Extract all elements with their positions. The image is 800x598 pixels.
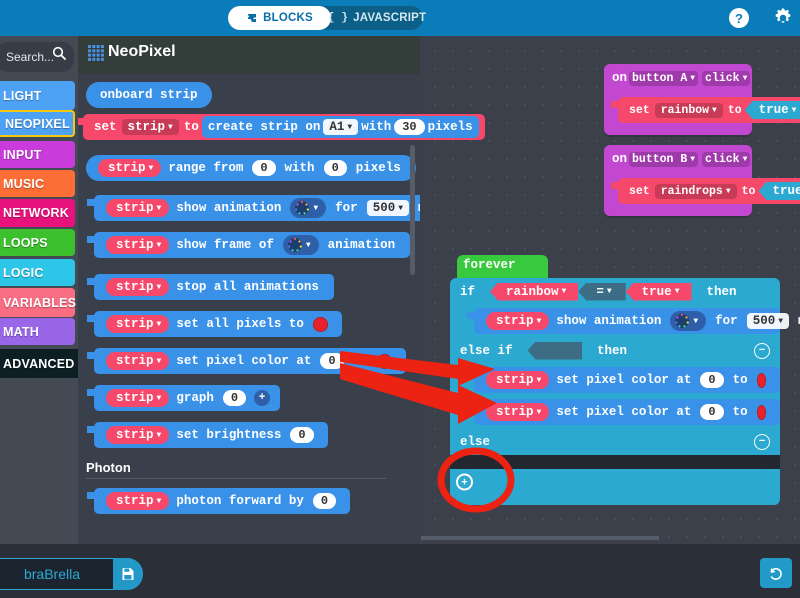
svg-text:?: ? (735, 11, 743, 26)
